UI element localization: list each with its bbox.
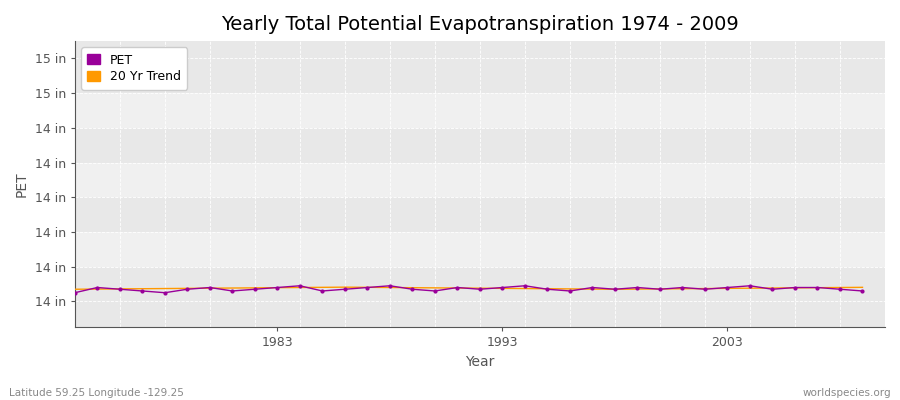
Title: Yearly Total Potential Evapotranspiration 1974 - 2009: Yearly Total Potential Evapotranspiratio…	[221, 15, 739, 34]
Bar	[75, 162, 885, 197]
Text: Latitude 59.25 Longitude -129.25: Latitude 59.25 Longitude -129.25	[9, 388, 184, 398]
Bar	[75, 232, 885, 267]
Legend: PET, 20 Yr Trend: PET, 20 Yr Trend	[81, 47, 187, 90]
Y-axis label: PET: PET	[15, 172, 29, 197]
Text: worldspecies.org: worldspecies.org	[803, 388, 891, 398]
Bar	[75, 197, 885, 232]
Bar	[75, 93, 885, 128]
Bar	[75, 58, 885, 93]
Bar	[75, 128, 885, 162]
Bar	[75, 267, 885, 301]
X-axis label: Year: Year	[465, 355, 495, 369]
